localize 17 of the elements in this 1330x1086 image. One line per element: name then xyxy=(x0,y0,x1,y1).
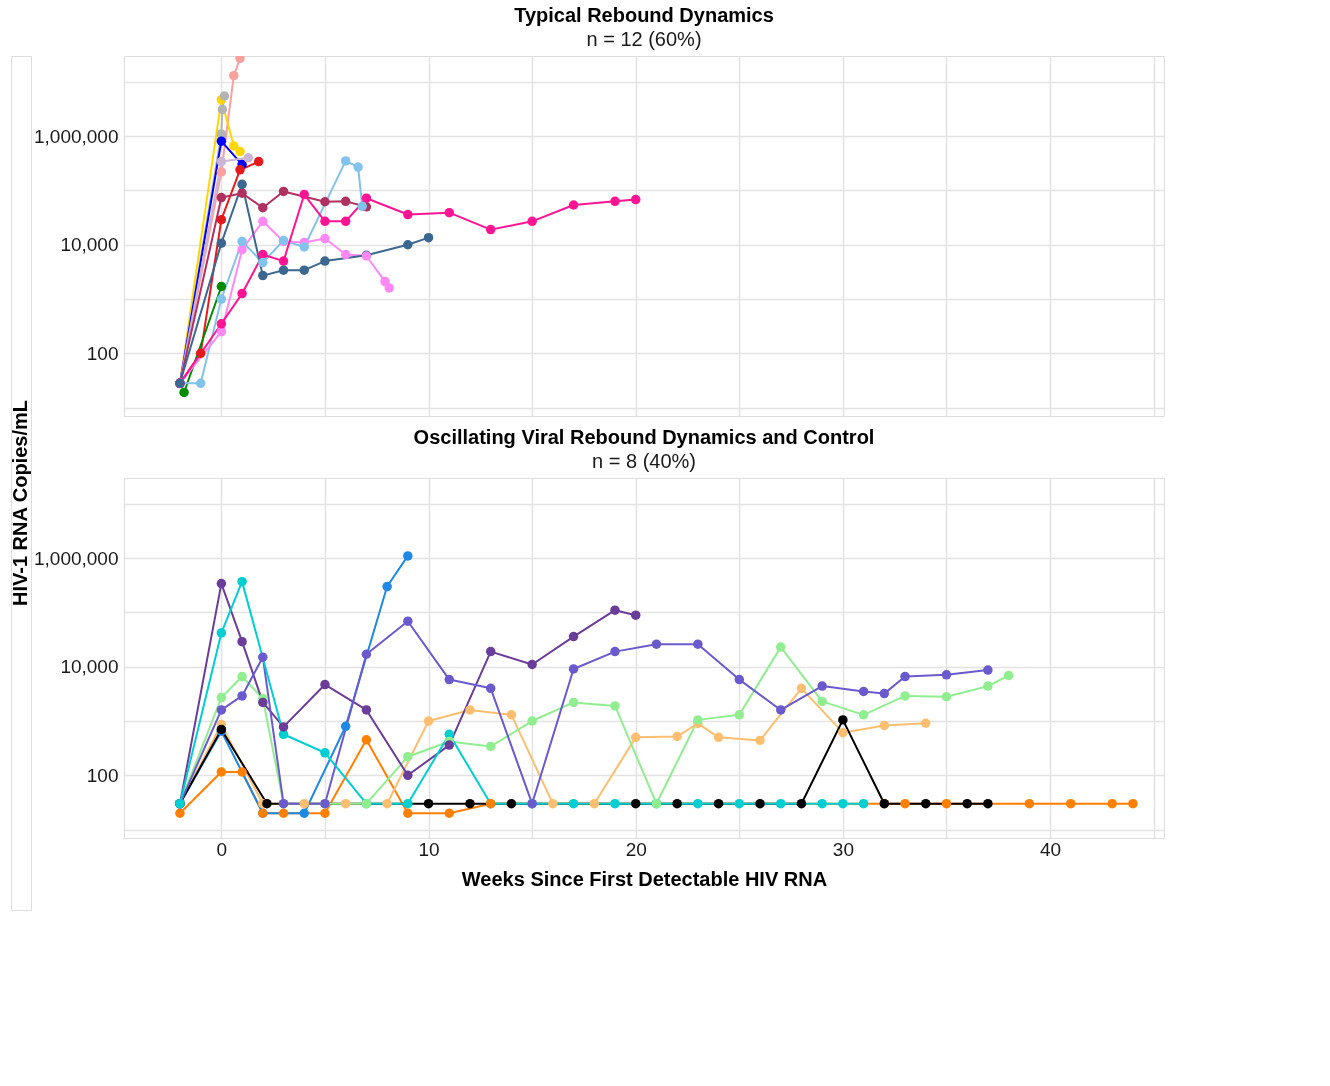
x-tick-label: 10 xyxy=(418,838,440,860)
y-tick-label: 100 xyxy=(86,764,119,786)
y-tick-label: 1,000,000 xyxy=(33,547,119,569)
y-tick-label: 10,000 xyxy=(60,234,119,256)
y-axis-title: HIV-1 RNA Copies/mL xyxy=(9,400,31,606)
x-tick-label: 20 xyxy=(625,838,647,860)
chart-subtitle: n = 8 (40%) xyxy=(592,450,696,472)
x-tick-label: 30 xyxy=(832,838,854,860)
x-axis-title: Weeks Since First Detectable HIV RNA xyxy=(461,867,828,890)
y-tick-label: 1,000,000 xyxy=(33,125,119,147)
y-tick-label: 100 xyxy=(86,342,119,364)
x-tick-label: 40 xyxy=(1039,838,1062,860)
y-tick-label: 10,000 xyxy=(60,656,119,678)
x-tick-label: 0 xyxy=(216,838,228,860)
chart-title: Oscillating Viral Rebound Dynamics and Control xyxy=(413,426,875,448)
chart-title: Typical Rebound Dynamics xyxy=(514,4,774,26)
chart-subtitle: n = 12 (60%) xyxy=(586,28,702,50)
